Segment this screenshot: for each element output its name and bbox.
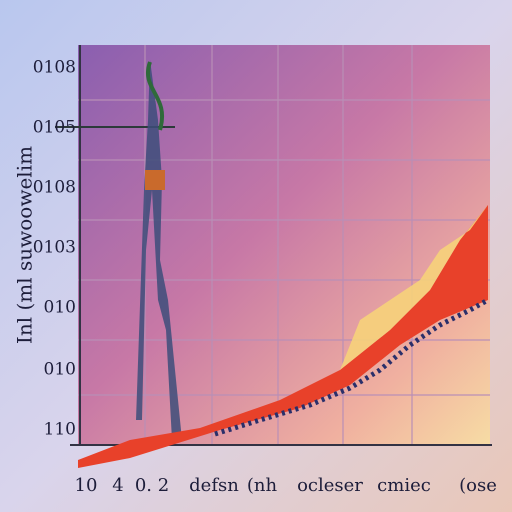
y-label: 010 xyxy=(44,298,76,318)
plot-area xyxy=(78,45,490,445)
y-label: 0108 xyxy=(33,178,76,198)
x-label: (ose xyxy=(459,475,497,496)
x-label: 4 xyxy=(112,475,123,496)
y-label: 110 xyxy=(44,420,76,440)
x-label: ocleser xyxy=(297,475,363,496)
x-label: (nh xyxy=(247,475,278,496)
x-label: cmiec xyxy=(377,475,431,496)
y-label: 0105 xyxy=(33,118,76,138)
y-axis-title: Inl (ml suwoowelim xyxy=(13,146,37,344)
spike xyxy=(136,60,182,440)
y-labels: 0108 0105 0108 0103 010 010 110 xyxy=(33,58,76,440)
area-highlight xyxy=(340,205,488,370)
x-label: defsn xyxy=(189,475,239,496)
dotted-line xyxy=(214,297,490,437)
x-label: 0. 2 xyxy=(135,475,169,496)
x-label: 10 xyxy=(75,475,98,496)
area xyxy=(78,205,488,468)
y-label: 0103 xyxy=(33,238,76,258)
y-label: 010 xyxy=(44,360,76,380)
y-label: 0108 xyxy=(33,58,76,78)
x-labels: 10 4 0. 2 defsn (nh ocleser cmiec (ose xyxy=(75,475,497,496)
